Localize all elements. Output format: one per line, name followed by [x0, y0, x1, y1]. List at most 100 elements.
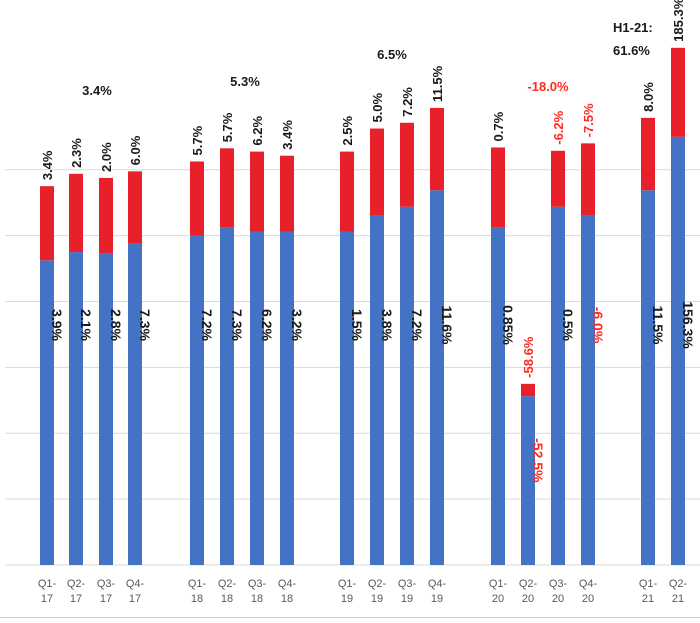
bar-top-segment	[220, 148, 234, 228]
bar-top-label: 8.0%	[641, 82, 656, 112]
bar-base-label: 2.1%	[78, 309, 94, 341]
bar-base-segment	[250, 231, 264, 565]
bar-top-segment	[581, 143, 595, 215]
x-tick-label: Q1-	[38, 578, 57, 590]
x-tick-label: Q2-	[669, 578, 688, 590]
bar-base-segment	[69, 252, 83, 565]
x-tick-label: Q4-	[278, 578, 297, 590]
group-annotation: -18.0%	[527, 79, 569, 94]
x-tick-label: 21	[642, 593, 654, 605]
x-tick-label: Q3-	[549, 578, 568, 590]
x-tick-label: Q3-	[398, 578, 417, 590]
x-tick-label: Q2-	[368, 578, 387, 590]
bar-top-label: 2.5%	[340, 116, 355, 146]
bar-base-label: 1.5%	[349, 309, 365, 341]
x-tick-label: 19	[341, 593, 353, 605]
bar-base-segment	[340, 231, 354, 565]
bar-base-segment	[99, 253, 113, 566]
x-tick-label: 18	[191, 593, 203, 605]
bar-base-segment	[430, 190, 444, 565]
group-annotation: H1-21:	[613, 20, 653, 35]
x-tick-label: 17	[129, 593, 141, 605]
bar-base-label: 7.2%	[199, 309, 215, 341]
x-tick-label: 18	[221, 593, 233, 605]
bar-base-segment	[581, 215, 595, 565]
bar-top-segment	[430, 107, 444, 191]
bar-top-segment	[280, 155, 294, 232]
x-tick-label: Q3-	[248, 578, 267, 590]
x-tick-label: 18	[281, 593, 293, 605]
bar-top-segment	[400, 122, 414, 207]
bar-base-segment	[128, 243, 142, 565]
bar-top-label: 5.7%	[190, 125, 205, 155]
x-tick-label: 19	[431, 593, 443, 605]
bar-base-segment	[370, 215, 384, 565]
x-tick-label: Q4-	[126, 578, 145, 590]
bar-base-label: 6.2%	[259, 309, 275, 341]
bar-base-label: 7.3%	[137, 309, 153, 341]
bar-base-label: 7.2%	[409, 309, 425, 341]
bar-base-segment	[40, 260, 54, 565]
group-annotation: 61.6%	[613, 43, 650, 58]
bar-top-segment	[370, 128, 384, 215]
group-annotation: 3.4%	[82, 83, 112, 98]
bar-top-segment	[190, 161, 204, 236]
x-tick-label: 17	[41, 593, 53, 605]
bar-base-segment	[400, 206, 414, 565]
x-tick-label: Q1-	[338, 578, 357, 590]
bar-top-segment	[551, 150, 565, 207]
x-tick-label: Q2-	[67, 578, 86, 590]
bar-base-segment	[671, 136, 685, 565]
x-tick-label: Q1-	[639, 578, 658, 590]
bar-top-segment	[40, 186, 54, 261]
bar-top-label: 5.7%	[220, 112, 235, 142]
bar-base-segment	[190, 235, 204, 565]
x-tick-label: 20	[522, 593, 534, 605]
bar-base-label: -6.0%	[590, 307, 606, 344]
bar-base-label: 2.8%	[108, 309, 124, 341]
bar-top-segment	[69, 173, 83, 253]
x-tick-label: 19	[401, 593, 413, 605]
bar-top-label: -6.2%	[551, 110, 566, 144]
bar-top-label: 185.3%	[671, 0, 686, 42]
bar-top-label: 6.2%	[250, 116, 265, 146]
bar-base-label: 7.3%	[229, 309, 245, 341]
group-annotation: 6.5%	[377, 47, 407, 62]
bar-top-label: 7.2%	[400, 87, 415, 117]
x-tick-label: 20	[492, 593, 504, 605]
bar-top-label: 2.3%	[69, 138, 84, 168]
bar-base-segment	[491, 227, 505, 565]
bar-top-label: 6.0%	[128, 135, 143, 165]
group-annotation: 5.3%	[230, 74, 260, 89]
x-tick-label: Q4-	[428, 578, 447, 590]
x-tick-label: 18	[251, 593, 263, 605]
bar-base-segment	[551, 206, 565, 565]
bar-base-segment	[280, 231, 294, 565]
bar-top-label: -7.5%	[581, 103, 596, 137]
x-tick-label: 21	[672, 593, 684, 605]
x-tick-label: 17	[100, 593, 112, 605]
x-tick-label: Q3-	[97, 578, 116, 590]
bar-top-label: -58.6%	[521, 336, 536, 378]
bar-top-segment	[340, 151, 354, 232]
bar-base-label: 11.5%	[650, 306, 666, 345]
bar-top-label: 2.0%	[99, 142, 114, 172]
bar-base-segment	[521, 396, 535, 565]
bar-base-label: 0.5%	[560, 309, 576, 341]
bar-base-label: -52.5%	[530, 438, 546, 483]
x-tick-label: Q1-	[489, 578, 508, 590]
x-tick-label: 20	[582, 593, 594, 605]
x-tick-label: Q2-	[218, 578, 237, 590]
x-tick-label: 20	[552, 593, 564, 605]
bar-base-label: 3.8%	[379, 309, 395, 341]
bar-top-segment	[521, 383, 535, 397]
bar-top-segment	[99, 177, 113, 254]
bar-base-segment	[641, 190, 655, 565]
bar-base-label: 3.2%	[289, 309, 305, 341]
bar-top-segment	[641, 117, 655, 191]
x-tick-label: Q1-	[188, 578, 207, 590]
bar-base-label: 11.6%	[439, 306, 455, 345]
bar-top-segment	[671, 47, 685, 137]
